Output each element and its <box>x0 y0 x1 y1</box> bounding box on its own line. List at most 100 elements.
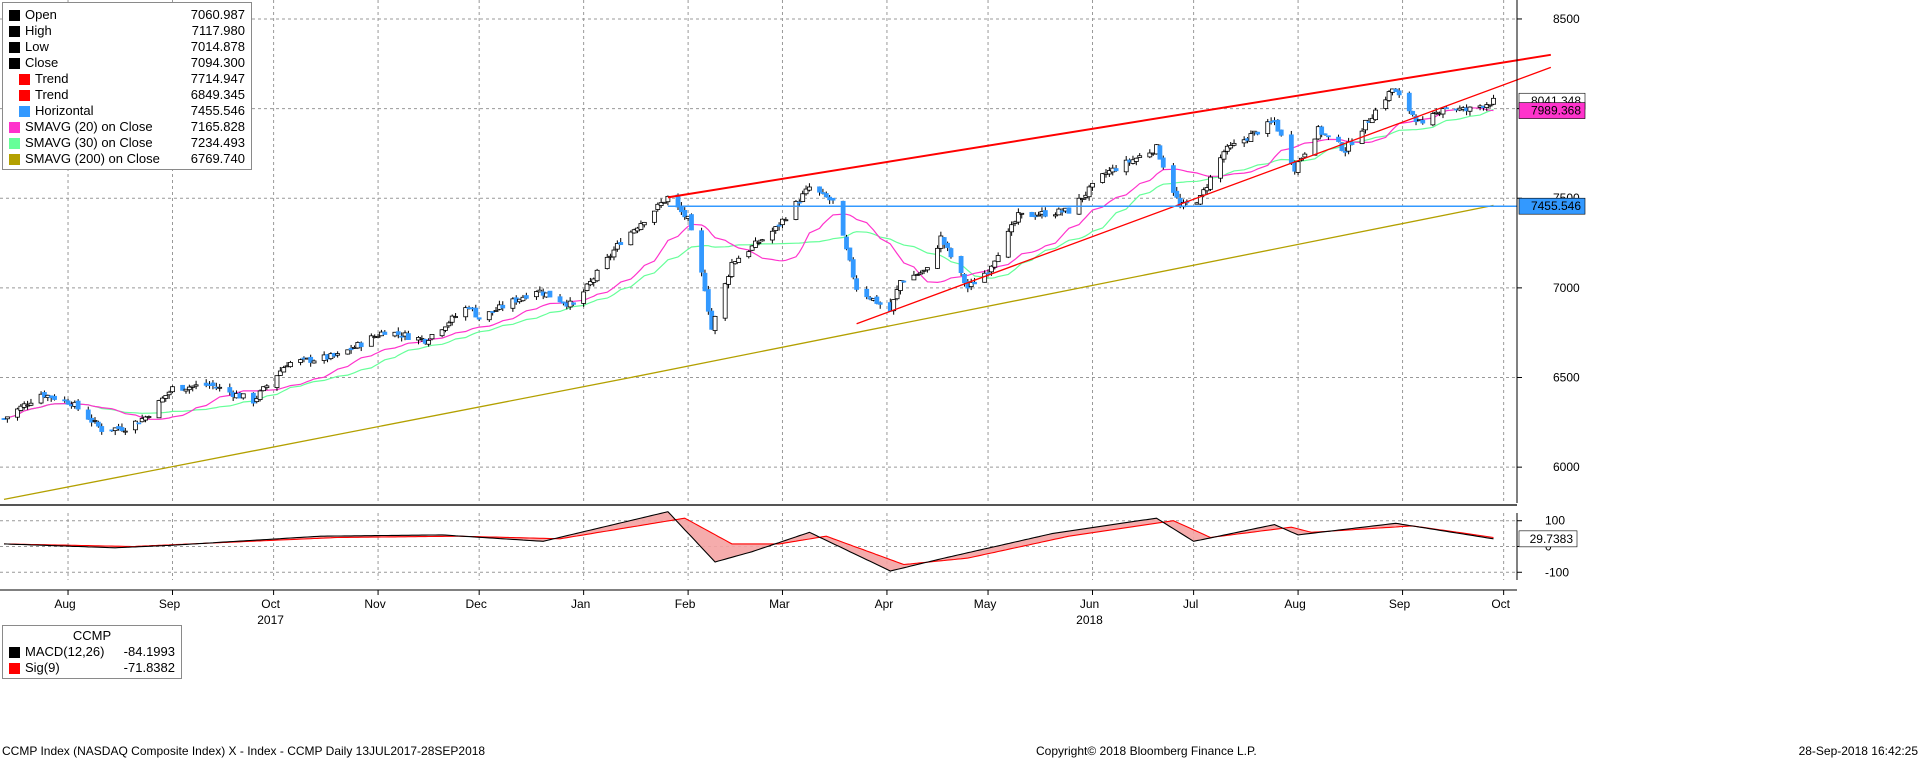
candle-body <box>15 408 20 418</box>
candle-body <box>1413 115 1419 123</box>
legend-value: 7014.878 <box>190 39 245 54</box>
candle-body <box>641 221 647 226</box>
candle-body <box>382 331 388 335</box>
horizontal-price-tag: 7455.546 <box>1531 199 1581 213</box>
sma20-line <box>3 107 1494 420</box>
macd-legend-title: CCMP <box>72 628 112 643</box>
candle-body <box>446 322 452 327</box>
x-tick-label: May <box>974 597 997 611</box>
candle-body <box>982 272 988 283</box>
candle-body <box>95 421 101 427</box>
candle-body <box>42 392 47 398</box>
candle-body <box>419 338 425 340</box>
candle-body <box>729 261 735 277</box>
legend-swatch <box>19 105 30 117</box>
trend-lower-line <box>856 66 1552 325</box>
x-tick-label: Nov <box>364 597 385 611</box>
candle-body <box>628 231 634 246</box>
legend-label: Open <box>25 7 57 22</box>
candle-body <box>1406 92 1412 112</box>
macd-y-tick-label: 100 <box>1545 514 1565 528</box>
candle-body <box>594 269 600 282</box>
y-tick-label: 6000 <box>1553 460 1580 474</box>
candle-body <box>1383 99 1389 109</box>
candle-body <box>405 333 411 340</box>
candle-body <box>193 384 199 387</box>
x-tick-label: Sep <box>159 597 181 611</box>
candle-body <box>1019 212 1025 215</box>
candle-body <box>1221 151 1227 160</box>
legend-swatch <box>9 121 20 133</box>
candle-body <box>443 326 448 331</box>
candle-body <box>210 382 216 386</box>
legend-value: 6769.740 <box>190 151 245 166</box>
candle-body <box>1336 136 1341 142</box>
candle-body <box>547 290 553 298</box>
candle-body <box>1248 133 1254 142</box>
candle-body <box>1339 142 1345 151</box>
x-tick-label: Oct <box>1491 597 1510 611</box>
candle-body <box>1487 104 1493 107</box>
legend-value: 7714.947 <box>190 71 245 86</box>
candle-body <box>1228 145 1234 149</box>
candle-body <box>254 398 260 403</box>
candle-body <box>604 256 610 269</box>
candle-body <box>28 402 34 406</box>
candle-body <box>935 247 940 269</box>
candle-body <box>898 280 903 291</box>
candle-body <box>1255 131 1261 135</box>
candle-body <box>119 427 125 432</box>
candle-body <box>486 311 492 321</box>
candle-body <box>793 200 799 220</box>
candle-body <box>358 342 364 348</box>
candle-body <box>850 259 856 278</box>
macd-value-tag: 29.7383 <box>1530 532 1574 546</box>
candle-body <box>682 209 688 218</box>
macd-legend-swatch <box>9 662 20 674</box>
footer-copyright: Copyright© 2018 Bloomberg Finance L.P. <box>1036 744 1257 758</box>
legend-swatch <box>9 25 20 37</box>
y-tick-label: 8500 <box>1553 12 1580 26</box>
legend-label: Trend <box>35 87 69 102</box>
macd-y-tick-label: -100 <box>1545 565 1569 579</box>
legend-value: 6849.345 <box>190 87 245 102</box>
candle-body <box>335 353 341 356</box>
candle-body <box>985 272 991 275</box>
candle-body <box>571 302 576 305</box>
candle-body <box>1036 214 1041 217</box>
candle-body <box>1278 129 1284 136</box>
candle-body <box>1059 210 1065 213</box>
candle-body <box>823 193 829 198</box>
candle-body <box>75 400 81 410</box>
candle-body <box>217 386 223 389</box>
candle-body <box>769 230 775 241</box>
candle-body <box>308 356 314 363</box>
candle-body <box>992 260 998 268</box>
candle-body <box>18 405 24 411</box>
candle-body <box>918 272 924 275</box>
y-tick-label: 7000 <box>1553 281 1580 295</box>
candle-body <box>968 281 974 288</box>
sma20-price-tag: 7989.368 <box>1531 104 1581 118</box>
candle-body <box>186 386 192 391</box>
candle-body <box>962 273 967 284</box>
candle-body <box>1009 224 1015 233</box>
candle-body <box>1160 157 1166 168</box>
candle-body <box>99 426 105 432</box>
candle-body <box>183 388 189 392</box>
legend-label: SMAVG (30) on Close <box>25 135 153 150</box>
macd-legend-row: MACD(12,26) -84.1993 <box>9 644 175 660</box>
candle-body <box>1443 107 1449 110</box>
candle-body <box>1386 91 1392 101</box>
legend-row: Trend 7714.947 <box>9 71 245 87</box>
candle-body <box>783 219 789 222</box>
candle-body <box>989 265 994 273</box>
candle-body <box>449 315 455 323</box>
candle-body <box>614 243 620 250</box>
candle-body <box>1090 182 1095 188</box>
y-tick-label: 6500 <box>1553 371 1580 385</box>
x-tick-label: Dec <box>465 597 486 611</box>
signal-line <box>3 517 1494 566</box>
macd-legend-label: MACD(12,26) <box>25 644 105 659</box>
candle-body <box>510 298 516 309</box>
